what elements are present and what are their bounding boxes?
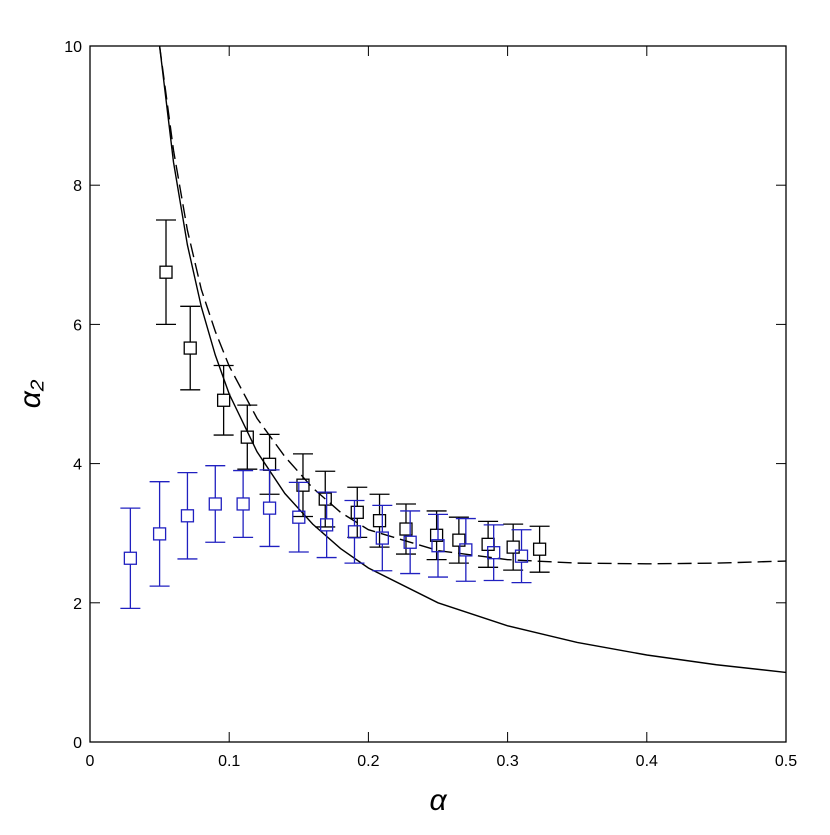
marker xyxy=(123,551,138,565)
x-axis-label: α xyxy=(429,784,447,817)
plot-frame xyxy=(89,45,787,743)
curve xyxy=(158,46,786,565)
marker xyxy=(319,518,334,532)
marker xyxy=(514,549,529,563)
marker xyxy=(236,497,250,511)
marker xyxy=(459,543,473,557)
marker xyxy=(506,540,520,554)
y-tick-label: 2 xyxy=(73,596,82,613)
x-tick-label: 0.4 xyxy=(636,753,658,770)
marker xyxy=(208,497,222,511)
y-tick-label: 10 xyxy=(64,39,82,56)
marker xyxy=(180,509,195,523)
marker xyxy=(296,478,310,492)
marker xyxy=(350,505,364,519)
marker xyxy=(183,341,197,355)
x-tick-label: 0 xyxy=(86,753,95,770)
x-tick-label: 0.5 xyxy=(775,753,797,770)
y-tick-label: 6 xyxy=(73,317,82,334)
curve xyxy=(158,46,786,674)
marker xyxy=(487,546,501,560)
marker xyxy=(347,525,362,539)
marker xyxy=(372,514,387,528)
y-tick-label: 4 xyxy=(73,457,82,474)
y-axis-label: α₂ xyxy=(14,379,47,408)
y-tick-label: 8 xyxy=(73,178,82,195)
marker xyxy=(399,522,413,536)
marker xyxy=(532,542,547,556)
marker xyxy=(262,501,277,515)
y-tick-label: 0 xyxy=(73,735,82,752)
marker xyxy=(240,430,254,444)
marker xyxy=(292,510,306,524)
marker xyxy=(216,393,231,407)
marker xyxy=(452,533,466,547)
marker xyxy=(152,527,167,541)
marker xyxy=(159,265,173,279)
x-tick-label: 0.3 xyxy=(496,753,518,770)
marker xyxy=(431,539,445,553)
marker xyxy=(403,535,417,549)
x-tick-label: 0.2 xyxy=(357,753,379,770)
x-tick-label: 0.1 xyxy=(218,753,240,770)
marker xyxy=(429,528,444,542)
marker xyxy=(375,531,389,545)
marker xyxy=(318,492,332,506)
